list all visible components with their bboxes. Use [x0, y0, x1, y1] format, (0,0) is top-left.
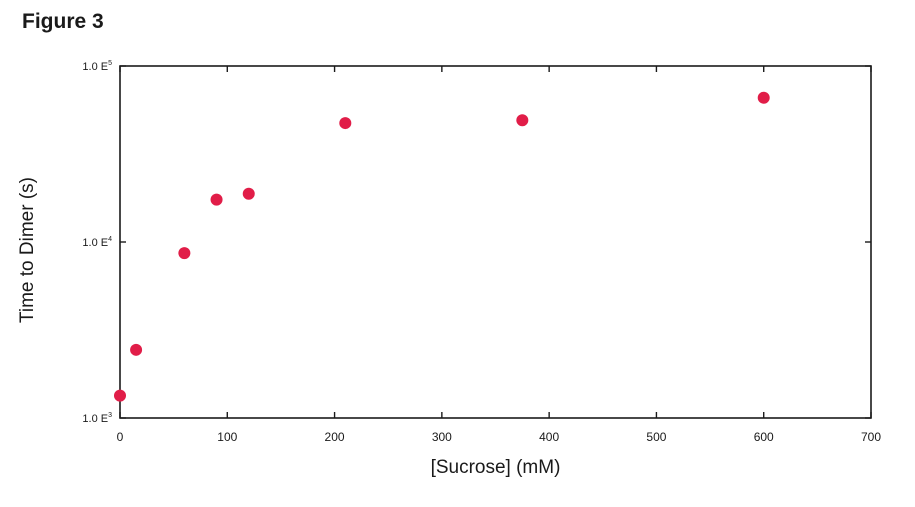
y-tick-label: 1.0 E5 — [82, 60, 112, 73]
plot-frame — [119, 65, 872, 419]
y-axis-title: Time to Dimer (s) — [17, 177, 38, 323]
x-tick-label: 400 — [539, 430, 559, 444]
data-point — [516, 114, 529, 127]
x-axis-title: [Sucrose] (mM) — [431, 457, 561, 478]
plot-border — [119, 65, 872, 419]
data-point — [242, 187, 255, 200]
data-point — [178, 247, 191, 260]
data-point — [757, 91, 770, 104]
x-axis-ticks: 0 100 200 300 400 500 600 700 — [117, 66, 881, 444]
figure-label: Figure 3 — [22, 10, 104, 33]
x-tick-label: 200 — [325, 430, 345, 444]
x-tick-label: 0 — [117, 430, 124, 444]
x-tick-label: 600 — [754, 430, 774, 444]
x-tick-label: 300 — [432, 430, 452, 444]
data-point — [339, 117, 352, 130]
data-point — [130, 343, 143, 356]
data-point — [210, 193, 223, 206]
y-tick-label: 1.0 E4 — [82, 236, 112, 249]
data-points — [114, 91, 770, 402]
x-tick-label: 100 — [217, 430, 237, 444]
data-point — [114, 389, 126, 402]
y-tick-label: 1.0 E3 — [82, 412, 112, 425]
x-tick-label: 500 — [646, 430, 666, 444]
y-axis-ticks: 1.0 E3 1.0 E4 1.0 E5 — [82, 60, 871, 425]
x-tick-label: 700 — [861, 430, 881, 444]
